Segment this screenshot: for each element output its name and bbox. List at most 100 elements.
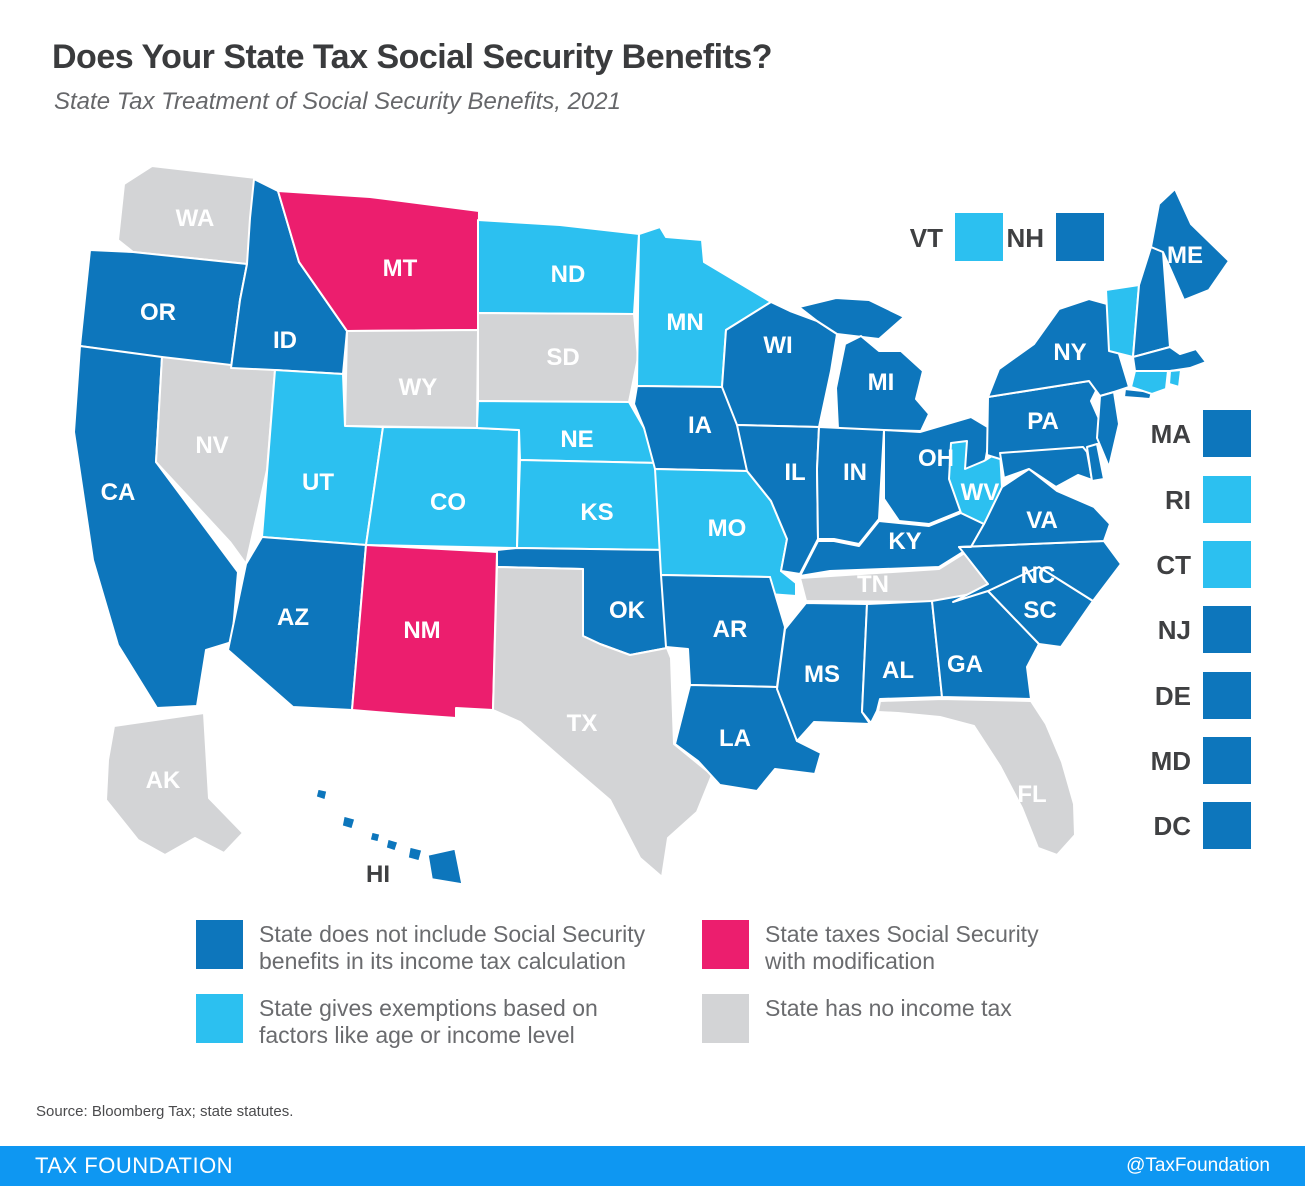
state-label-wi: WI (763, 332, 792, 359)
state-label-mo: MO (708, 515, 747, 542)
state-shape-nh (1132, 246, 1171, 358)
state-label-or: OR (140, 299, 176, 326)
legend-text-exemptions: State gives exemptions based on factors … (259, 995, 598, 1048)
state-label-az: AZ (277, 604, 309, 631)
state-shape-ct (1130, 370, 1169, 395)
nh-callout-swatch (1056, 213, 1104, 261)
state-label-mt: MT (383, 255, 418, 282)
state-label-nc: NC (1021, 562, 1056, 589)
state-label-sc: SC (1023, 597, 1056, 624)
state-label-sd: SD (546, 344, 579, 371)
state-label-va: VA (1026, 507, 1058, 534)
state-shape-nj (1096, 391, 1120, 468)
legend-item-no-income-tax: State has no income tax (702, 994, 1012, 1043)
state-label-wa: WA (176, 205, 215, 232)
state-shapes (73, 165, 1230, 885)
state-shape-tx (492, 566, 713, 878)
nj-callout-swatch (1203, 606, 1251, 653)
state-label-ks: KS (580, 499, 613, 526)
legend-item-exemptions: State gives exemptions based on factors … (196, 994, 598, 1049)
state-shape-sd (477, 312, 639, 403)
state-label-ny: NY (1053, 339, 1086, 366)
callout-label-vt: VT (910, 223, 943, 253)
state-label-mi: MI (868, 369, 895, 396)
vt-callout-swatch (955, 213, 1003, 261)
state-label-tx: TX (567, 710, 598, 737)
state-label-nm: NM (403, 617, 440, 644)
state-label-wv: WV (961, 479, 1000, 506)
state-label-me: ME (1167, 242, 1203, 269)
callout-label-ma: MA (1151, 419, 1192, 449)
state-shape-mi-upper-peninsula (798, 297, 905, 340)
footer-twitter-handle[interactable]: @TaxFoundation (1126, 1155, 1270, 1176)
state-label-in: IN (843, 459, 867, 486)
state-shape-wv (948, 440, 1003, 525)
md-callout-swatch (1203, 737, 1251, 784)
state-label-ms: MS (804, 661, 840, 688)
state-label-ar: AR (713, 616, 748, 643)
page-title: Does Your State Tax Social Security Bene… (52, 38, 773, 76)
legend-swatch-no-income-tax (702, 994, 749, 1043)
callout-label-nh: NH (1006, 223, 1044, 253)
callout-label-de: DE (1155, 681, 1191, 711)
state-shape-nd (477, 219, 640, 315)
legend-text-not-included: State does not include Social Security b… (259, 921, 646, 974)
footer-bar: TAX FOUNDATION @TaxFoundation (0, 1146, 1305, 1186)
state-shape-ri (1168, 369, 1182, 388)
legend-text-taxes-modification: State taxes Social Security with modific… (765, 921, 1039, 974)
state-label-nv: NV (195, 432, 228, 459)
ri-callout-swatch (1203, 476, 1251, 523)
legend-item-taxes-modification: State taxes Social Security with modific… (702, 920, 1039, 975)
state-label-ca: CA (101, 479, 136, 506)
dc-callout-swatch (1203, 802, 1251, 849)
state-label-wy: WY (399, 374, 438, 401)
state-label-ne: NE (560, 426, 593, 453)
state-label-co: CO (430, 489, 466, 516)
footer-brand: TAX FOUNDATION (35, 1153, 234, 1178)
state-shape-me (1150, 188, 1230, 301)
state-label-al: AL (882, 657, 914, 684)
state-label-ut: UT (302, 469, 334, 496)
state-label-ak: AK (146, 767, 181, 794)
legend-item-not-included: State does not include Social Security b… (196, 920, 645, 975)
state-label-fl: FL (1017, 781, 1046, 808)
callout-label-dc: DC (1153, 811, 1191, 841)
state-label-tn: TN (857, 571, 889, 598)
state-shape-co (365, 426, 520, 549)
state-label-ky: KY (888, 528, 921, 555)
source-note: Source: Bloomberg Tax; state statutes. (36, 1103, 294, 1120)
state-shape-fl (877, 698, 1076, 856)
legend-swatch-not-included (196, 920, 243, 969)
state-shape-mi (835, 335, 930, 432)
state-label-nd: ND (551, 261, 586, 288)
page-subtitle: State Tax Treatment of Social Security B… (54, 88, 621, 115)
state-shape-wi (721, 301, 838, 428)
callout-label-ct: CT (1156, 550, 1191, 580)
callout-swatches (955, 213, 1251, 849)
state-label-il: IL (784, 459, 805, 486)
state-shape-hi (315, 788, 463, 885)
legend-swatch-taxes-modification (702, 920, 749, 969)
callout-label-md: MD (1151, 746, 1191, 776)
state-shape-va (958, 468, 1111, 548)
callout-label-ri: RI (1165, 485, 1191, 515)
state-label-ga: GA (947, 651, 983, 678)
legend-text-no-income-tax: State has no income tax (765, 995, 1012, 1021)
de-callout-swatch (1203, 672, 1251, 719)
state-shape-md (999, 446, 1093, 488)
state-shape-nc (952, 540, 1122, 603)
state-label-oh: OH (918, 445, 954, 472)
state-label-pa: PA (1027, 408, 1059, 435)
callout-labels: VT NH MA RI CT NJ DE MD DC (910, 223, 1191, 841)
legend-swatch-exemptions (196, 994, 243, 1043)
ma-callout-swatch (1203, 410, 1251, 457)
state-label-id: ID (273, 327, 297, 354)
callout-label-nj: NJ (1158, 615, 1191, 645)
state-label-ia: IA (688, 412, 712, 439)
state-label-hi: HI (366, 861, 390, 888)
ct-callout-swatch (1203, 541, 1251, 588)
state-shape-de (1086, 443, 1105, 482)
state-labels: WA OR CA NV ID MT WY UT CO AZ NM ND SD N… (101, 205, 1203, 888)
state-label-ok: OK (609, 597, 646, 624)
